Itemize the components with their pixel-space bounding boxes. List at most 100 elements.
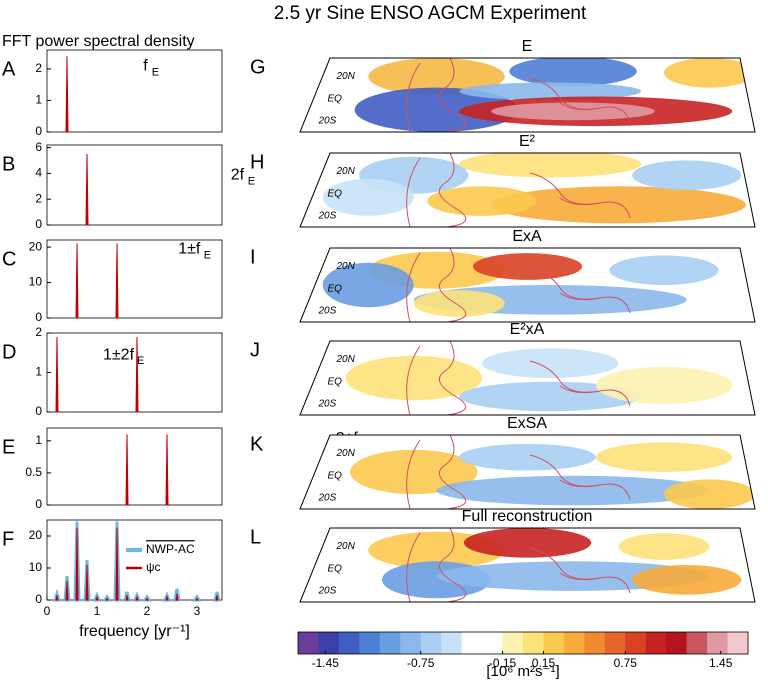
y-tick-label: 10 — [29, 275, 43, 289]
lat-label: EQ — [328, 376, 343, 387]
x-axis-label: frequency [yr⁻¹] — [79, 623, 190, 640]
colorbar-swatch — [379, 632, 401, 654]
colorbar-label: [10⁶ m²s⁻¹] — [486, 663, 559, 680]
panel-letter: C — [2, 248, 16, 270]
map-blob — [459, 381, 642, 412]
lat-label: 20S — [318, 586, 337, 597]
lat-label: EQ — [328, 93, 343, 104]
x-tick-label: 1 — [94, 604, 101, 618]
colorbar-swatch — [338, 632, 360, 654]
map-title: E — [522, 38, 533, 55]
plot-frame — [46, 49, 223, 133]
panel-letter: E — [2, 436, 15, 458]
map-blob — [595, 366, 733, 404]
spike — [195, 597, 199, 601]
lat-label: 20N — [336, 448, 356, 459]
spike — [65, 56, 69, 133]
spike — [135, 595, 139, 601]
map-blob — [459, 443, 596, 471]
colorbar-swatch — [441, 632, 463, 654]
map-blob — [427, 186, 537, 216]
map-frame — [299, 247, 756, 323]
map-frame — [299, 152, 756, 228]
y-tick-label: 1 — [35, 93, 42, 107]
y-tick-label: 0 — [35, 124, 42, 138]
lat-label: 20N — [336, 166, 356, 177]
spike — [65, 580, 69, 601]
spike — [145, 597, 149, 601]
panel-letter: K — [250, 433, 264, 455]
y-tick-label: 0 — [35, 217, 42, 231]
colorbar-tick-label: 1.45 — [709, 656, 733, 670]
y-tick-label: 0 — [35, 310, 42, 324]
y-tick-label: 4 — [35, 166, 42, 180]
map-title: ExSA — [507, 415, 547, 432]
x-tick-label: 0 — [44, 604, 51, 618]
lat-label: 20S — [318, 399, 337, 410]
map-frame — [299, 57, 756, 133]
map-blob — [595, 442, 733, 473]
coastline — [406, 341, 631, 415]
map-blob — [472, 253, 583, 280]
spike — [85, 564, 89, 601]
annotation-subscript: E — [152, 66, 159, 78]
lat-label: 20N — [336, 541, 356, 552]
colorbar-swatch — [359, 632, 381, 654]
annotation: 2f — [231, 167, 245, 184]
map-blob — [491, 186, 746, 224]
plot-frame — [46, 519, 223, 601]
colorbar-swatch — [563, 632, 585, 654]
map-blob — [368, 58, 505, 95]
y-tick-label: 10 — [29, 560, 43, 574]
colorbar-swatch — [686, 632, 708, 654]
map-blob — [491, 102, 655, 121]
map-blob — [459, 153, 642, 178]
map-frame — [299, 527, 756, 603]
y-tick-label: 1 — [35, 433, 42, 447]
colorbar-tick-label: 0.15 — [532, 656, 556, 670]
colorbar-tick-label: -0.75 — [407, 656, 435, 670]
map-blob — [609, 255, 719, 285]
colorbar-swatch — [502, 632, 524, 654]
map-title: E² — [519, 133, 536, 150]
annotation: f — [143, 58, 148, 75]
coastline — [406, 528, 631, 602]
map-blob — [509, 58, 637, 87]
spike — [55, 336, 59, 413]
spike — [55, 595, 59, 601]
colorbar-swatch — [604, 632, 626, 654]
spike — [75, 243, 79, 319]
colorbar-swatch — [543, 632, 565, 654]
map-blob — [482, 348, 619, 379]
y-tick-label: 0 — [35, 497, 42, 511]
map-blob — [345, 355, 482, 401]
plot-frame — [46, 427, 223, 506]
spike — [85, 154, 89, 226]
plot-frame — [46, 144, 223, 226]
colorbar-swatch — [666, 632, 688, 654]
map-title: Full reconstruction — [462, 508, 593, 525]
colorbar-swatch — [523, 632, 544, 654]
lat-label: 20N — [336, 71, 356, 82]
coastline — [406, 153, 631, 227]
panel-letter: I — [250, 246, 256, 268]
y-tick-label: 0 — [35, 404, 42, 418]
coastline — [406, 248, 631, 322]
y-tick-label: 2 — [35, 325, 42, 339]
spike — [115, 527, 119, 601]
plot-frame — [46, 239, 223, 319]
panel-letter: G — [250, 56, 266, 78]
colorbar-swatch — [400, 632, 422, 654]
spike — [165, 434, 169, 506]
colorbar-swatch — [482, 632, 504, 654]
colorbar-frame — [297, 631, 749, 655]
y-tick-label: 6 — [35, 140, 42, 154]
annotation: 1±f — [178, 241, 201, 258]
spike — [135, 336, 139, 413]
map-title: E²xA — [510, 321, 545, 338]
map-blob — [632, 565, 742, 595]
annotation-subscript: E — [137, 355, 144, 367]
map-blob — [322, 262, 414, 308]
panel-letter: F — [2, 528, 14, 550]
